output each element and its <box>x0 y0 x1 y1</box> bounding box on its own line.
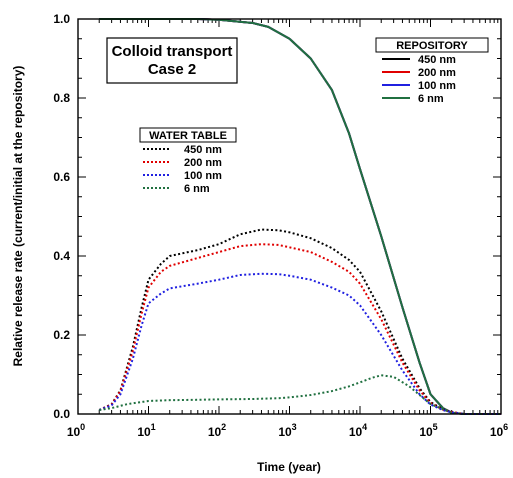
x-tick-label: 104 <box>349 422 367 439</box>
x-tick-label-exponent: 1 <box>151 422 156 432</box>
legend-title: REPOSITORY <box>396 40 468 52</box>
x-tick-label-exponent: 3 <box>292 422 297 432</box>
legend-title: WATER TABLE <box>149 130 227 142</box>
x-tick-label: 103 <box>278 422 296 439</box>
legend-label: 200 nm <box>418 67 456 79</box>
legend-label: 100 nm <box>184 170 222 182</box>
case-annotation-frame <box>106 37 238 84</box>
x-tick-label-exponent: 5 <box>433 422 438 432</box>
legend-label: 450 nm <box>184 144 222 156</box>
annotation-line-2: Case 2 <box>148 61 196 78</box>
x-tick-label-exponent: 6 <box>503 422 508 432</box>
y-axis-title: Relative release rate (current/initial a… <box>11 66 25 367</box>
y-tick-label: 0.8 <box>53 91 70 105</box>
y-tick-label: 0.6 <box>53 170 70 184</box>
series-water-table-200nm <box>98 243 501 415</box>
legend-title-box <box>139 127 237 143</box>
series-water-table-100nm <box>98 272 501 415</box>
y-axis-title-group: Relative release rate (current/initial a… <box>11 66 25 367</box>
legend-label: 450 nm <box>418 54 456 66</box>
y-tick-label: 0.0 <box>53 407 70 421</box>
y-tick-label: 0.4 <box>53 249 70 263</box>
x-tick-label-base: 10 <box>349 425 363 439</box>
x-axis-title: Time (year) <box>257 460 321 474</box>
x-tick-label: 101 <box>137 422 155 439</box>
x-tick-label-base: 10 <box>278 425 292 439</box>
x-tick-label-exponent: 2 <box>221 422 226 432</box>
x-tick-label-exponent: 0 <box>80 422 85 432</box>
case-annotation-box: Colloid transport Case 2 <box>106 37 238 84</box>
legend-label: 200 nm <box>184 157 222 169</box>
x-tick-label-exponent: 4 <box>362 422 367 432</box>
series-water-table-450nm <box>98 228 501 415</box>
x-tick-label-base: 10 <box>137 425 151 439</box>
legend-label: 6 nm <box>418 93 444 105</box>
x-tick-label: 102 <box>208 422 226 439</box>
annotation-line-1: Colloid transport <box>112 43 233 60</box>
legend-label: 100 nm <box>418 80 456 92</box>
legend-title-box <box>375 37 489 53</box>
y-tick-label: 0.2 <box>53 328 70 342</box>
x-tick-label: 100 <box>67 422 85 439</box>
y-tick-label: 1.0 <box>53 12 70 26</box>
x-tick-label-base: 10 <box>419 425 433 439</box>
x-tick-label: 106 <box>490 422 508 439</box>
series-water-table-6nm <box>99 374 501 415</box>
x-tick-label-base: 10 <box>67 425 81 439</box>
legend-label: 6 nm <box>184 183 210 195</box>
x-tick-label-base: 10 <box>208 425 222 439</box>
x-tick-label: 105 <box>419 422 437 439</box>
plot-frame <box>77 18 502 415</box>
x-tick-label-base: 10 <box>490 425 504 439</box>
